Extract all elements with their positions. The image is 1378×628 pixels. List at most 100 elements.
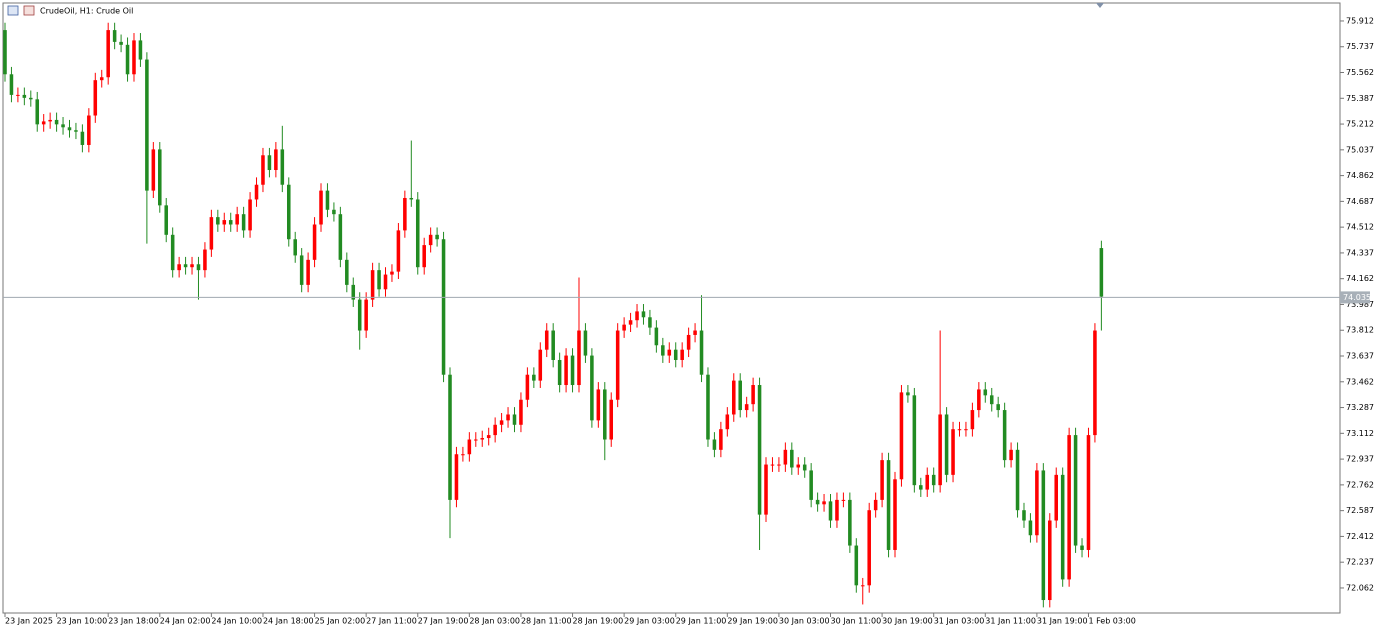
candle-body [693,330,697,335]
candle-body [570,355,575,386]
x-tick-label: 24 Jan 02:00 [160,617,211,626]
x-tick-label: 27 Jan 19:00 [418,617,469,626]
candle-body [635,311,639,321]
y-tick-label: 72.412 [1346,532,1374,541]
candle-body [1080,545,1084,550]
candle-body [841,499,846,501]
candle-body [622,324,626,331]
plot-frame [2,2,1341,614]
candle-body [435,234,439,240]
y-tick-label: 75.387 [1346,94,1374,103]
candle-body [293,239,297,256]
y-tick-label: 74.337 [1346,248,1374,257]
candle-body [596,389,601,421]
candle-body [106,30,110,78]
current-price-box [1340,291,1370,304]
candle-body [719,429,723,450]
x-tick-label: 24 Jan 10:00 [211,617,262,626]
candle-body [1035,470,1039,536]
candle-body [583,330,588,356]
candle-body [551,330,555,360]
candle-body [409,197,414,200]
candle-body [783,449,788,465]
x-tick-label: 23 Jan 10:00 [57,617,108,626]
candle-body [190,264,194,268]
x-tick-label: 29 Jan 03:00 [624,617,675,626]
candle-body [648,317,652,328]
candle-body [357,299,362,331]
candle-body [9,74,14,95]
candle-body [919,485,923,490]
chart-title: CrudeOil, H1: Crude Oil [40,7,133,16]
candle-body [332,209,336,215]
candle-body [1002,410,1007,461]
candle-body [461,454,465,456]
candle-body [835,499,839,521]
candle-body [667,349,672,356]
x-tick-label: 23 Jan 18:00 [108,617,159,626]
candle-body [29,97,33,100]
x-tick-label: 29 Jan 19:00 [727,617,778,626]
candle-body [216,217,220,225]
candle-body [312,224,317,260]
shift-marker [1096,3,1104,8]
candle-body [241,214,246,231]
candle-body [777,464,781,466]
candle-body [970,410,975,430]
candle-body [35,99,40,125]
current-price-label: 74.035 [1343,293,1371,302]
candle-body [628,320,633,325]
x-tick-label: 31 Jan 19:00 [1037,617,1088,626]
y-tick-label: 74.862 [1346,171,1374,180]
candle-body [164,205,169,235]
y-tick-label: 73.287 [1346,403,1374,412]
candle-body [751,385,755,405]
y-tick-label: 74.162 [1346,274,1374,283]
candle-body [474,439,478,441]
candle-body [802,464,807,471]
candle-body [957,429,962,431]
candle-body [1099,248,1104,297]
candle-body [177,264,181,271]
candle-body [170,234,175,271]
candle-body [364,299,368,331]
candle-body [480,438,485,440]
candle-body [867,510,871,586]
y-tick-label: 75.737 [1346,42,1374,51]
candle-body [196,264,201,271]
candle-body [854,545,859,586]
candle-body [661,345,665,356]
candle-body [822,501,826,505]
candle-body [99,77,104,81]
candle-body [286,184,291,240]
candle-body [235,214,239,225]
candle-body [119,41,123,45]
candle-body [87,115,91,145]
candle-body [828,501,833,521]
candle-body [377,270,381,290]
chart-icon [7,5,19,16]
candle-body [267,155,272,171]
candle-body [1086,435,1091,550]
candle-body [1028,520,1033,536]
candle-body [564,355,568,386]
candle-body [989,395,994,405]
candle-body [809,470,813,500]
candle-body [422,245,426,268]
candle-body [699,330,704,375]
candle-body [977,389,981,411]
candle-body [261,155,265,185]
candle-body [74,130,78,132]
candle-body [603,389,607,440]
candle-body [1041,470,1046,601]
candle-body [764,464,768,515]
candle-body [493,424,497,436]
candle-body [983,389,988,396]
candle-body [274,149,278,171]
candle-body [80,131,85,145]
candle-body [112,30,117,42]
candle-body [441,239,446,375]
candle-body [48,119,52,122]
candle-body [744,404,749,411]
